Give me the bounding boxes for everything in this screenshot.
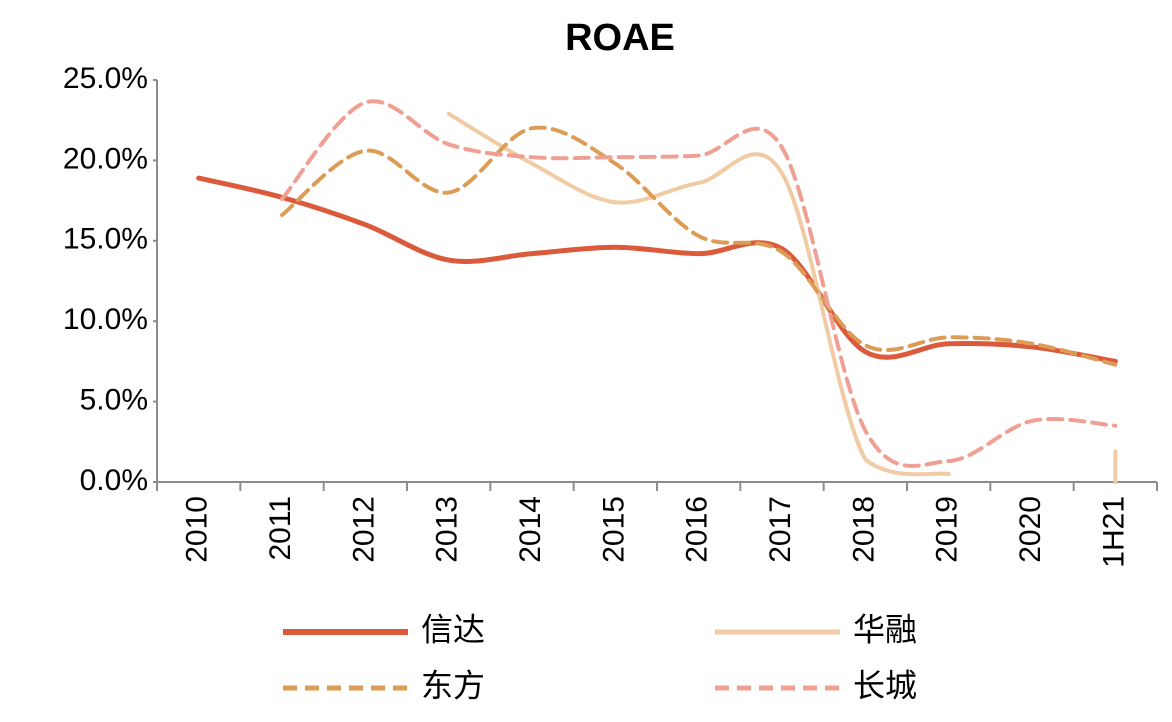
- x-tick-label: 2014: [514, 496, 547, 563]
- series-line: [280, 99, 1118, 468]
- legend-label: 长城: [853, 667, 917, 703]
- x-tick-label: 2020: [1014, 496, 1047, 563]
- legend-label: 东方: [421, 667, 485, 703]
- series-line: [446, 111, 951, 477]
- x-tick-label: 2012: [347, 496, 380, 563]
- x-tick-label: 2013: [431, 496, 464, 563]
- y-tick-label: 15.0%: [63, 223, 148, 256]
- x-tick-label: 2015: [597, 496, 630, 563]
- x-tick-label: 2011: [264, 496, 297, 561]
- legend-label: 华融: [853, 611, 917, 647]
- legend-label: 信达: [421, 611, 485, 647]
- series-line: [280, 125, 1118, 367]
- x-tick-label: 2010: [181, 496, 214, 563]
- x-tick-label: 1H21: [1097, 496, 1130, 568]
- y-tick-label: 25.0%: [63, 62, 148, 95]
- x-tick-label: 2019: [931, 496, 964, 563]
- y-tick-label: 5.0%: [80, 384, 148, 417]
- y-tick-label: 10.0%: [63, 303, 148, 336]
- x-tick-label: 2017: [764, 496, 797, 563]
- y-tick-label: 0.0%: [80, 464, 148, 497]
- chart-title: ROAE: [565, 17, 675, 59]
- y-tick-label: 20.0%: [63, 142, 148, 175]
- series-line: [196, 175, 1118, 364]
- x-tick-label: 2016: [681, 496, 714, 563]
- x-tick-label: 2018: [847, 496, 880, 563]
